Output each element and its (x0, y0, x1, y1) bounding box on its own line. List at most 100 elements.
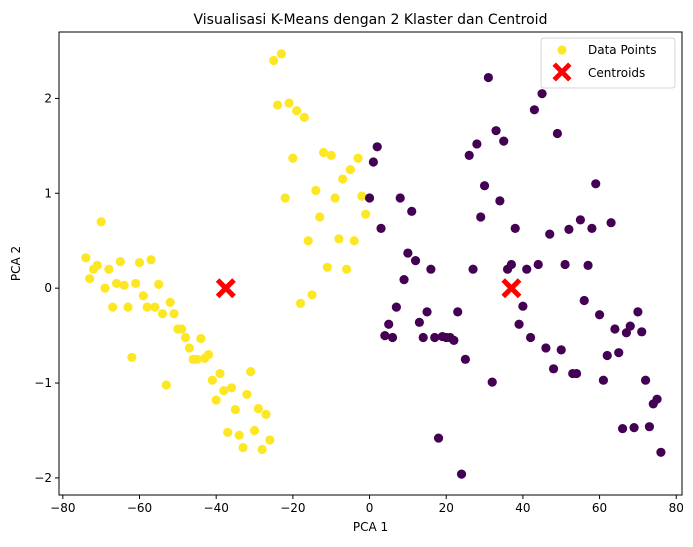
data-point (345, 164, 355, 175)
data-point (315, 212, 325, 222)
data-point (644, 422, 655, 432)
data-point (134, 257, 145, 268)
data-point (96, 217, 106, 227)
data-point (591, 179, 601, 189)
data-point (525, 332, 536, 343)
data-point (449, 335, 459, 345)
y-tick-label: 1 (44, 186, 52, 200)
data-point (219, 386, 229, 396)
data-point (257, 444, 267, 455)
x-tick-label: 80 (669, 501, 684, 515)
x-tick-label: −20 (280, 501, 305, 515)
data-point (537, 89, 547, 99)
data-point (598, 375, 609, 385)
data-point (261, 409, 271, 419)
data-point (192, 354, 202, 364)
data-point (146, 255, 156, 265)
data-point (476, 212, 486, 222)
legend-marker-centroids (552, 62, 572, 82)
data-point (594, 310, 605, 320)
x-tick-label: 20 (439, 501, 454, 515)
data-point (418, 332, 428, 343)
y-axis-ticks: −2 −1 0 1 2 (34, 91, 59, 485)
data-point (403, 248, 413, 258)
x-tick-label: −40 (204, 501, 229, 515)
data-point (123, 302, 133, 312)
data-point (353, 153, 363, 163)
data-point (223, 427, 233, 437)
data-point (614, 348, 624, 358)
data-point (165, 297, 175, 307)
data-point (606, 218, 616, 228)
data-point (161, 380, 171, 390)
plot-area-frame (58, 31, 683, 496)
data-point (361, 209, 371, 219)
data-point (633, 307, 643, 317)
data-point (407, 206, 417, 216)
data-point (368, 157, 378, 167)
data-point (246, 367, 256, 377)
data-point (479, 181, 490, 191)
data-point (299, 112, 309, 122)
data-point (326, 150, 336, 160)
data-point (560, 259, 570, 270)
data-point (637, 327, 647, 337)
data-point (288, 153, 298, 163)
data-point (307, 290, 317, 300)
data-point (269, 55, 279, 66)
data-point (656, 447, 666, 457)
legend-marker-data-points (557, 45, 567, 55)
data-point (104, 264, 114, 274)
data-point (142, 302, 152, 312)
data-point (154, 279, 164, 289)
data-point (349, 236, 359, 246)
data-point (330, 193, 340, 203)
data-point (556, 345, 566, 355)
centroid-marker (215, 278, 236, 299)
data-point (571, 368, 582, 379)
data-point (150, 302, 160, 312)
data-point (410, 256, 421, 266)
data-point (111, 278, 122, 289)
data-point (280, 193, 290, 203)
data-point (318, 147, 329, 158)
data-point (414, 317, 424, 327)
data-point (522, 264, 532, 274)
data-point (169, 309, 179, 319)
data-point (430, 332, 440, 343)
data-point (422, 307, 432, 317)
data-point (357, 191, 367, 201)
data-point (380, 331, 390, 341)
data-point (602, 350, 612, 361)
data-point (387, 332, 398, 343)
data-point (234, 430, 244, 440)
data-point (100, 283, 110, 293)
data-point (464, 150, 474, 160)
data-point (81, 253, 91, 263)
y-axis-label: PCA 2 (9, 246, 23, 281)
data-point (610, 324, 620, 334)
data-point (391, 302, 401, 312)
data-point (207, 375, 217, 385)
data-point (272, 100, 283, 110)
data-point (203, 349, 214, 360)
data-point (108, 302, 118, 312)
data-point (541, 343, 551, 353)
x-axis-ticks: −80 −60 −40 −20 0 20 40 60 80 (50, 495, 684, 515)
data-point (334, 234, 344, 244)
y-tick-label: −1 (34, 376, 52, 390)
y-tick-label: 0 (44, 281, 52, 295)
data-point (621, 328, 632, 338)
data-point (303, 236, 313, 246)
legend: Data Points Centroids (540, 37, 676, 89)
data-point (575, 215, 586, 225)
data-point (533, 259, 543, 270)
data-point (510, 223, 520, 233)
x-axis-label: PCA 1 (353, 520, 388, 534)
data-point (384, 319, 394, 329)
data-point (518, 301, 528, 311)
data-point (548, 364, 559, 374)
data-point (652, 394, 662, 404)
data-point (215, 368, 225, 379)
